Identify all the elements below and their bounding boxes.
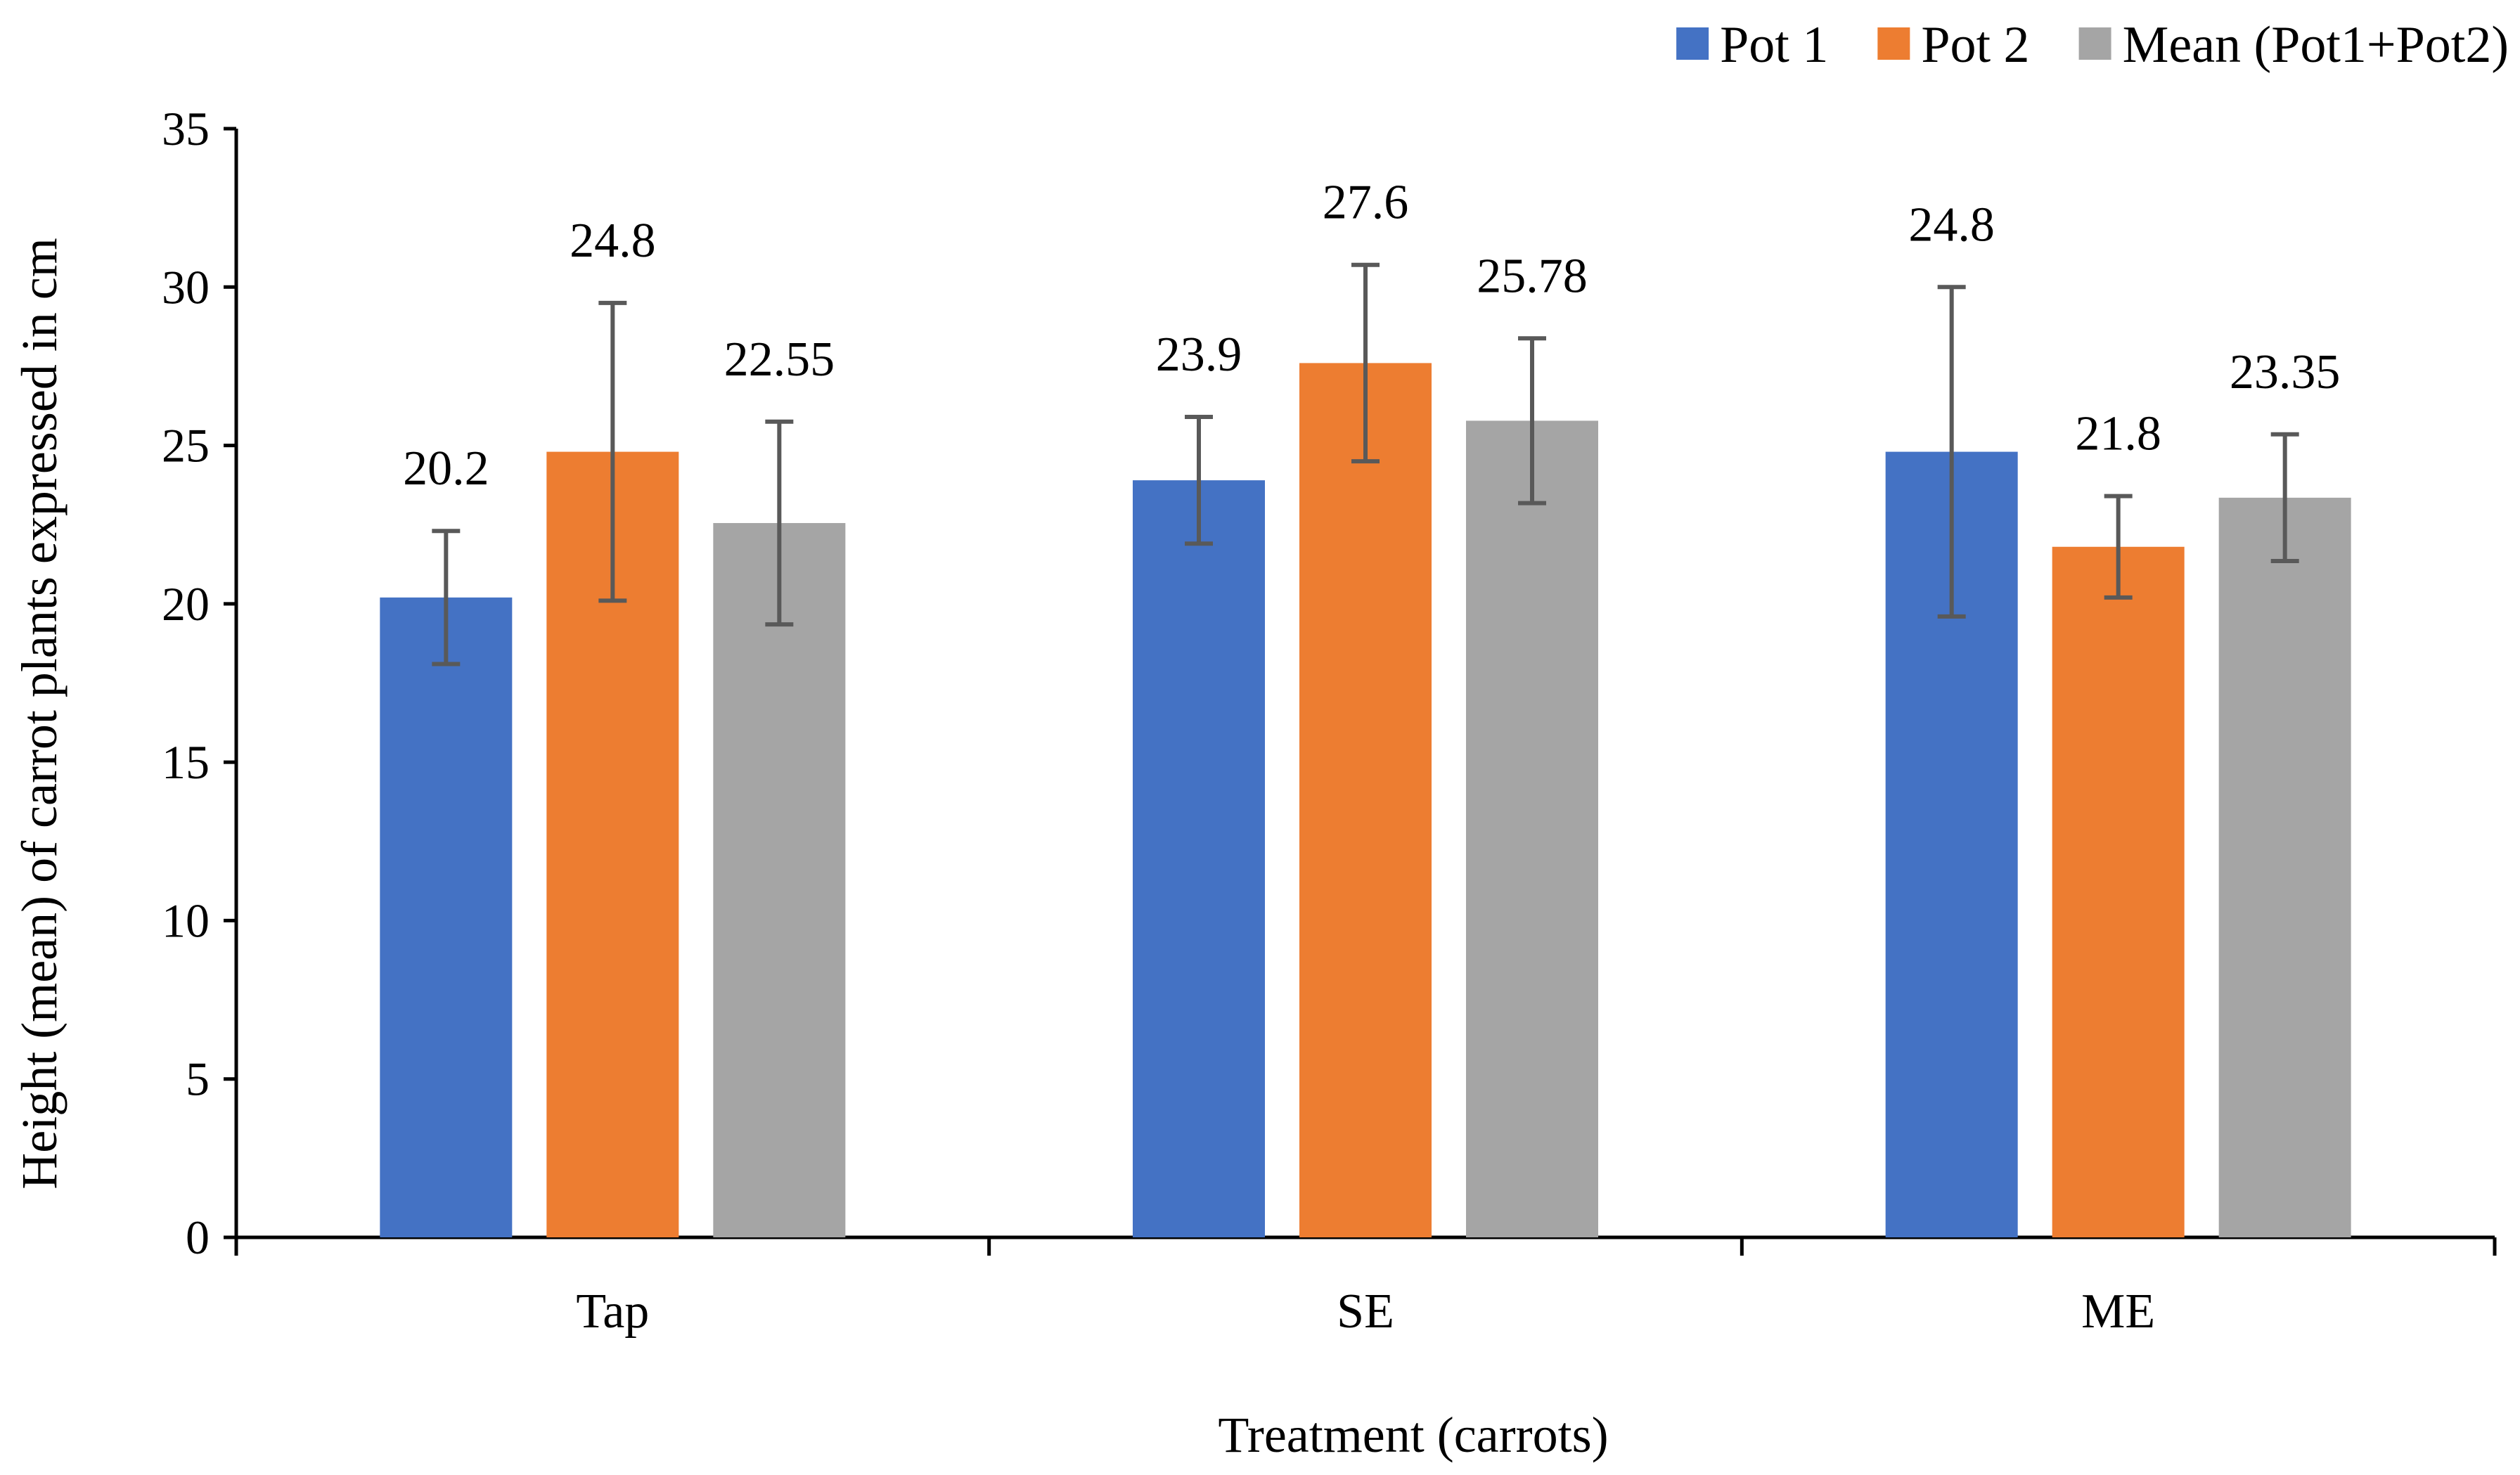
legend-swatch [2078, 27, 2111, 60]
bar [2218, 497, 2351, 1237]
y-tick-label: 30 [162, 260, 210, 314]
bar [1133, 480, 1265, 1237]
y-tick-label: 25 [162, 419, 210, 472]
legend-label: Pot 1 [1720, 16, 1828, 74]
x-tick-label: ME [2081, 1284, 2155, 1339]
x-axis-title: Treatment (carrots) [1218, 1407, 1608, 1463]
data-label: 23.9 [1156, 328, 1242, 382]
x-tick-label: SE [1337, 1284, 1394, 1339]
data-label: 27.6 [1323, 176, 1409, 230]
data-label: 20.2 [403, 442, 489, 496]
y-axis-title: Height (mean) of carrot plants expressed… [11, 238, 68, 1190]
y-axis: 0 5 10 15 20 25 30 35 [162, 102, 238, 1264]
legend-swatch [1676, 27, 1709, 60]
data-label: 24.8 [1908, 198, 1995, 252]
data-label: 21.8 [2075, 407, 2161, 461]
y-tick-label: 0 [186, 1211, 210, 1264]
bars [380, 363, 2351, 1237]
legend: Pot 1 Pot 2 Mean (Pot1+Pot2) [1676, 16, 2509, 74]
data-label: 22.55 [724, 333, 835, 387]
data-label: 23.35 [2230, 345, 2341, 399]
bar [713, 522, 846, 1237]
error-bars [432, 262, 2299, 666]
legend-label: Pot 2 [1921, 16, 2029, 74]
y-tick-label: 35 [162, 102, 210, 155]
bar [1466, 420, 1598, 1237]
bar [1299, 363, 1432, 1237]
y-tick-label: 15 [162, 735, 210, 789]
bar [2052, 546, 2185, 1237]
y-tick-label: 20 [162, 577, 210, 631]
y-tick-label: 10 [162, 894, 210, 947]
data-label: 24.8 [570, 214, 656, 268]
x-tick-label: Tap [576, 1284, 649, 1339]
legend-swatch [1877, 27, 1910, 60]
x-axis: Tap SE ME [234, 1235, 2497, 1339]
legend-label: Mean (Pot1+Pot2) [2123, 16, 2509, 74]
y-tick-label: 5 [186, 1052, 210, 1106]
data-label: 25.78 [1477, 249, 1588, 303]
data-labels: 20.2 23.9 24.8 24.8 27.6 21.8 22.55 25.78 23.35 [403, 176, 2340, 496]
bar [380, 597, 513, 1237]
